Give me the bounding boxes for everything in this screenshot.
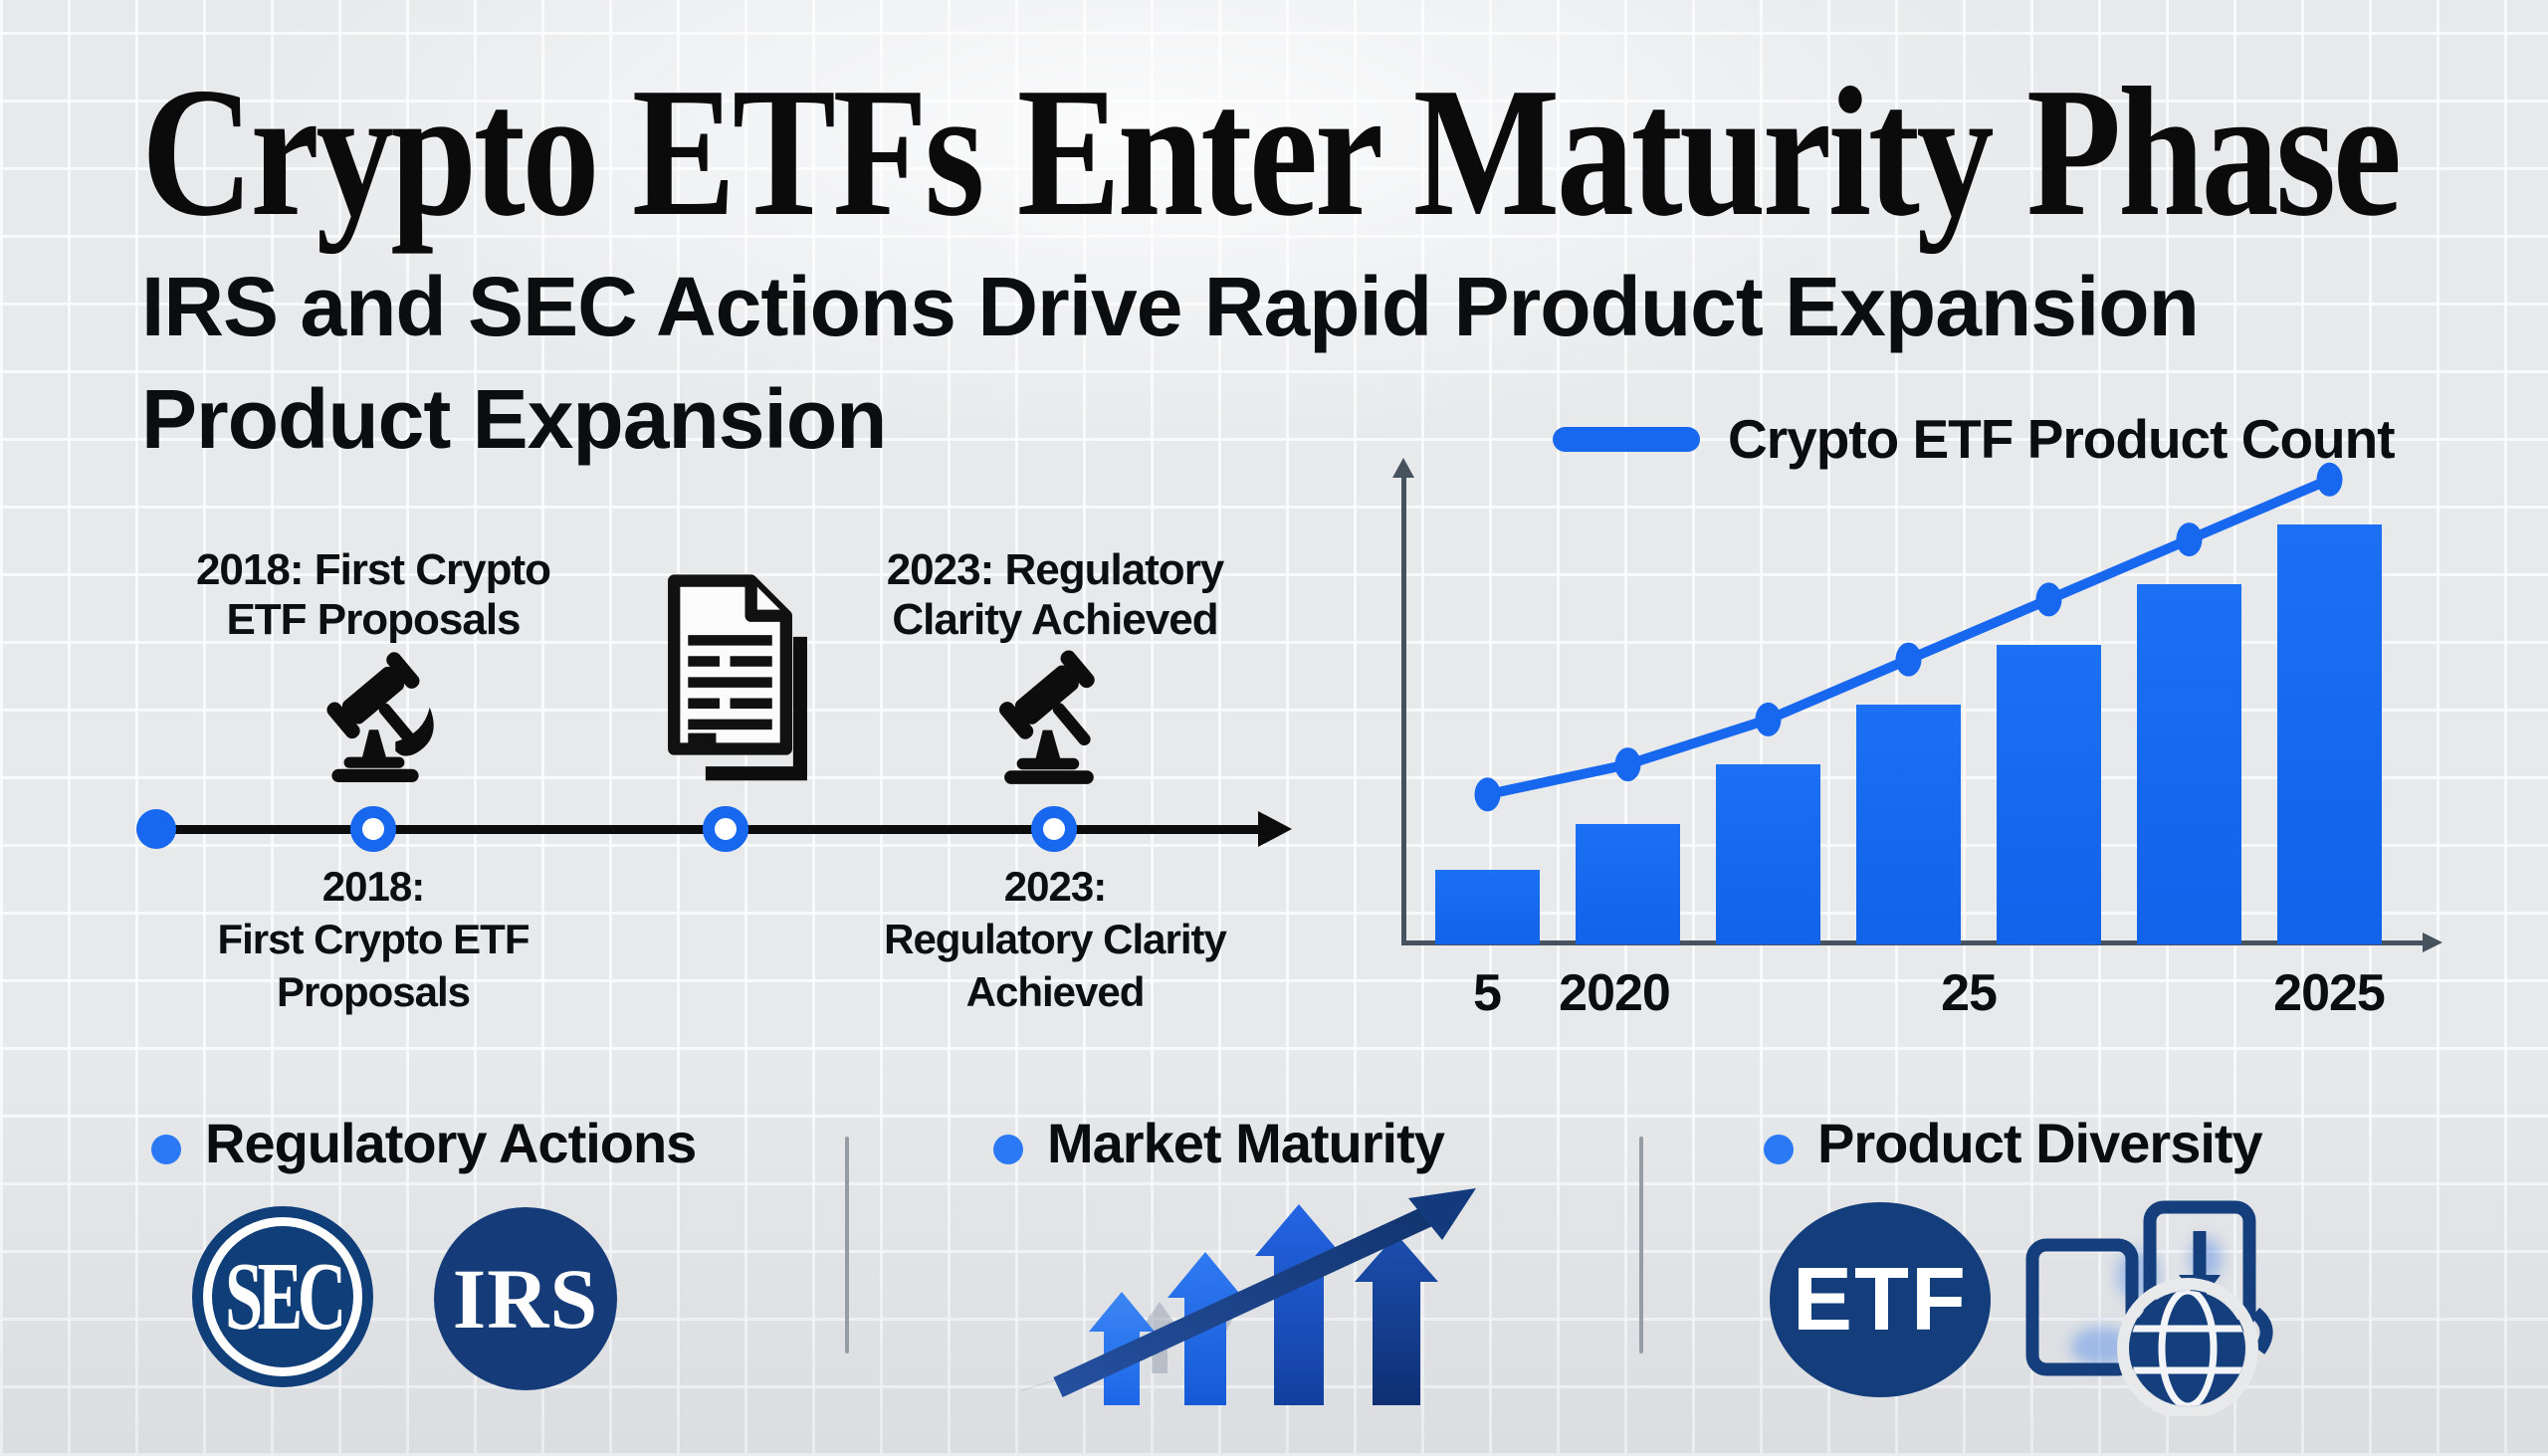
- chart-legend: Crypto ETF Product Count: [1553, 404, 2396, 474]
- irs-badge-label: IRS: [452, 1251, 599, 1347]
- feature-label-market-maturity: Market Maturity: [1047, 1112, 1445, 1174]
- timeline-node-2023: [1031, 806, 1077, 852]
- x-tick-label: 2025: [2273, 964, 2386, 1022]
- bar: [1856, 705, 1961, 944]
- feature-label-regulatory-actions: Regulatory Actions: [205, 1112, 697, 1174]
- etf-badge-label: ETF: [1793, 1249, 1968, 1350]
- line-marker: [1474, 777, 1501, 812]
- y-axis-arrow-icon: [1392, 458, 1414, 478]
- line-marker: [1895, 642, 1922, 677]
- bar: [1576, 824, 1680, 944]
- subtitle-line-1: IRS and SEC Actions Drive Rapid Product …: [141, 260, 2200, 353]
- etf-badge: ETF: [1770, 1202, 1991, 1397]
- sec-badge-label: SEC: [224, 1243, 346, 1351]
- page-subtitle: IRS and SEC Actions Drive Rapid Product …: [141, 251, 2200, 476]
- gavel-icon: [999, 650, 1095, 784]
- bar: [1997, 645, 2101, 944]
- timeline-node-document: [703, 806, 748, 852]
- timeline-node-2018: [350, 806, 396, 852]
- bar: [1716, 764, 1820, 944]
- line-marker: [2035, 582, 2062, 617]
- line-marker: [2176, 522, 2203, 557]
- vertical-divider: [845, 1137, 849, 1353]
- x-tick-label: 25: [1941, 964, 1998, 1022]
- bar: [1435, 870, 1540, 944]
- vertical-divider: [1639, 1137, 1643, 1353]
- bar: [2137, 584, 2241, 944]
- timeline-start-dot: [136, 809, 176, 849]
- growth-arrows-icon: [1020, 1188, 1476, 1405]
- timeline-event-label-bottom: 2018: First Crypto ETF Proposals: [217, 863, 530, 1015]
- line-marker: [1755, 702, 1782, 736]
- cards-globe-icon: [2025, 1200, 2273, 1416]
- timeline-event-label-bottom: 2023: Regulatory Clarity Achieved: [884, 863, 1227, 1015]
- x-tick-label: 5: [1473, 964, 1502, 1022]
- bullet-icon: [151, 1135, 181, 1164]
- bullet-icon: [1764, 1135, 1794, 1164]
- bar: [2277, 524, 2382, 944]
- page-title: Crypto ETFs Enter Maturity Phase: [141, 50, 2402, 255]
- legend-swatch-icon: [1553, 426, 1700, 452]
- sec-badge: SEC: [192, 1206, 373, 1387]
- timeline-arrow-icon: [1258, 811, 1292, 847]
- x-tick-label: 2020: [1559, 964, 1671, 1022]
- y-axis: [1401, 476, 1406, 944]
- document-icon: [668, 574, 807, 781]
- subtitle-line-2: Product Expansion: [141, 372, 887, 466]
- gavel-icon: [326, 652, 434, 782]
- bullet-icon: [993, 1135, 1023, 1164]
- irs-badge: IRS: [434, 1207, 617, 1390]
- timeline-event-label-top: 2023: Regulatory Clarity Achieved: [886, 545, 1225, 644]
- timeline-event-label-top: 2018: First Crypto ETF Proposals: [195, 545, 551, 644]
- line-marker: [1614, 747, 1641, 782]
- feature-label-product-diversity: Product Diversity: [1817, 1112, 2263, 1174]
- sec-badge-ring: [203, 1217, 362, 1376]
- legend-label: Crypto ETF Product Count: [1728, 408, 2396, 470]
- x-axis-arrow-icon: [2423, 933, 2442, 952]
